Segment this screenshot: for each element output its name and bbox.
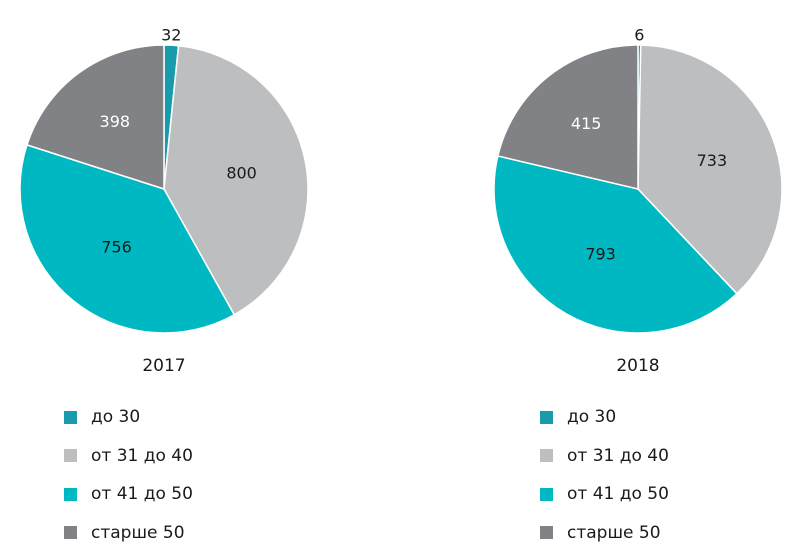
legend-item-do-30: до 30 <box>540 398 780 437</box>
pie-chart-2018: 6 733 793 415 2018 <box>494 26 782 377</box>
legend-label-starshe-50: старше 50 <box>567 523 661 543</box>
pie-value-label-starshe-50: 415 <box>571 114 602 133</box>
pie-value-label-ot-41-do-50: 793 <box>585 244 616 263</box>
legend-item-ot-31-do-40: от 31 до 40 <box>64 437 304 476</box>
legend-swatch-ot-41-do-50 <box>64 488 77 501</box>
pie-value-label-do-30: 32 <box>161 26 181 45</box>
pie-value-label-ot-31-do-40: 800 <box>226 164 257 183</box>
legend-item-starshe-50: старше 50 <box>64 514 304 552</box>
legend-label-ot-31-do-40: от 31 до 40 <box>567 446 669 466</box>
legend-label-starshe-50: старше 50 <box>91 523 185 543</box>
legend-label-do-30: до 30 <box>567 407 616 427</box>
pie-year-title: 2017 <box>142 356 185 376</box>
pie-value-label-ot-41-do-50: 756 <box>101 237 132 256</box>
legend-swatch-starshe-50 <box>540 526 553 539</box>
legend-label-ot-31-do-40: от 31 до 40 <box>91 446 193 466</box>
legend-label-ot-41-do-50: от 41 до 50 <box>91 484 193 504</box>
legend-2017: до 30 от 31 до 40 от 41 до 50 старше 50 <box>64 398 304 552</box>
legend-swatch-do-30 <box>540 411 553 424</box>
legend-item-starshe-50: старше 50 <box>540 514 780 552</box>
legend-item-ot-41-do-50: от 41 до 50 <box>540 475 780 514</box>
legend-item-ot-31-do-40: от 31 до 40 <box>540 437 780 476</box>
pie-value-label-starshe-50: 398 <box>100 112 131 131</box>
pie-value-label-do-30: 6 <box>634 26 644 45</box>
pie-chart-2017: 32 800 756 398 2017 <box>20 26 308 377</box>
legend-swatch-ot-31-do-40 <box>540 449 553 462</box>
legend-swatch-starshe-50 <box>64 526 77 539</box>
pie-value-label-ot-31-do-40: 733 <box>697 151 728 170</box>
legend-2018: до 30 от 31 до 40 от 41 до 50 старше 50 <box>540 398 780 552</box>
legend-item-ot-41-do-50: от 41 до 50 <box>64 475 304 514</box>
legend-swatch-do-30 <box>64 411 77 424</box>
legend-swatch-ot-31-do-40 <box>64 449 77 462</box>
legend-label-do-30: до 30 <box>91 407 140 427</box>
legend-item-do-30: до 30 <box>64 398 304 437</box>
legend-label-ot-41-do-50: от 41 до 50 <box>567 484 669 504</box>
legend-swatch-ot-41-do-50 <box>540 488 553 501</box>
pie-year-title: 2018 <box>616 356 659 376</box>
